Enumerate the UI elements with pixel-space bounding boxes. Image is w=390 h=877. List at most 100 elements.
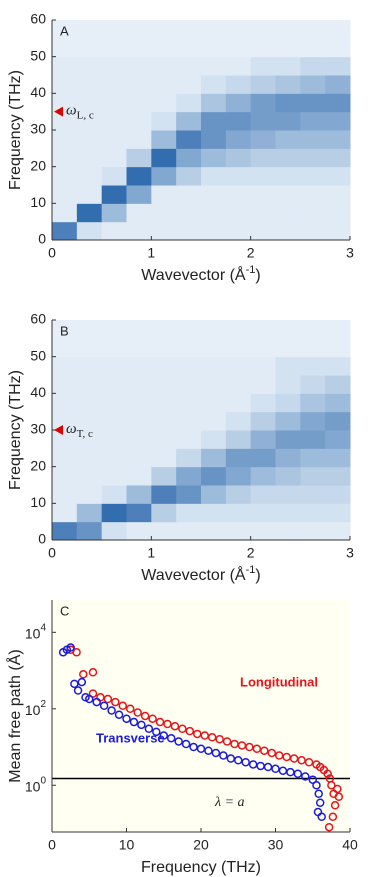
heat-cell	[126, 166, 152, 186]
heat-cell	[52, 448, 78, 468]
x-axis-label: Frequency (THz)	[141, 859, 261, 876]
x-tick-label: 0	[48, 545, 56, 561]
heat-cell	[126, 320, 152, 339]
heat-cell	[201, 203, 227, 223]
heat-cell	[101, 503, 127, 523]
heat-cell	[176, 375, 202, 394]
heat-cell	[176, 393, 202, 413]
x-axis-label-part: -1	[246, 264, 256, 276]
heat-cell	[275, 166, 301, 186]
point	[73, 686, 83, 695]
heat-cell	[151, 185, 177, 204]
heat-cell	[151, 375, 177, 394]
heat-cell	[176, 185, 202, 204]
heat-cell	[300, 466, 326, 486]
heat-cell	[176, 221, 202, 241]
heat-cell	[325, 38, 351, 58]
point	[226, 754, 236, 763]
heat-cell	[250, 393, 276, 413]
heat-cell	[101, 148, 127, 168]
heat-cell	[151, 430, 177, 449]
heat-cell	[151, 111, 177, 131]
heat-cell	[325, 393, 351, 413]
point	[88, 668, 98, 677]
heat-cell	[275, 320, 301, 339]
heat-cell	[52, 411, 78, 431]
heat-cell	[151, 338, 177, 358]
y-tick-label: 30	[30, 121, 46, 137]
point	[159, 731, 168, 740]
point	[66, 643, 75, 652]
heat-cell	[76, 521, 103, 541]
heat-cell	[76, 338, 103, 358]
y-axis-label: Frequency (THz)	[7, 70, 24, 190]
y-tick-label: 0	[38, 231, 46, 247]
x-axis-label-part: )	[255, 567, 260, 584]
heat-cell	[201, 338, 227, 358]
point	[185, 726, 195, 736]
y-tick-label: 10	[30, 194, 46, 210]
panel-label: A	[60, 23, 69, 38]
heat-cell	[76, 148, 103, 168]
marker-subscript: T, c	[77, 428, 93, 440]
heat-cell	[225, 111, 252, 131]
heat-cell	[76, 166, 103, 186]
heat-cell	[126, 111, 152, 131]
reference-label: λ = a	[214, 795, 245, 810]
heat-cell	[76, 75, 103, 94]
tick-base: 10	[25, 701, 41, 717]
point	[166, 733, 176, 743]
heat-cell	[275, 393, 301, 413]
point	[241, 758, 250, 767]
point	[317, 812, 326, 822]
y-tick-label: 60	[30, 311, 46, 327]
heat-cell	[300, 111, 326, 131]
heat-cell	[201, 166, 227, 186]
point	[77, 677, 87, 687]
point	[122, 714, 131, 723]
heat-cell	[101, 75, 127, 94]
heat-cell	[325, 448, 351, 468]
point	[293, 769, 303, 779]
heat-cell	[101, 185, 127, 204]
heat-cell	[275, 75, 301, 94]
point	[133, 708, 142, 717]
point	[163, 719, 172, 729]
heat-cell	[101, 411, 127, 431]
heat-cell	[52, 466, 78, 486]
heat-cell	[126, 375, 152, 394]
heat-cell	[151, 521, 177, 541]
heat-cell	[300, 221, 326, 241]
heat-cell	[76, 320, 103, 339]
heat-cell	[275, 411, 301, 431]
x-axis-label: Wavevector (Å-1)	[141, 564, 260, 584]
heat-cell	[52, 38, 78, 58]
heat-cell	[325, 56, 351, 76]
heat-cell	[76, 203, 103, 223]
heat-cell	[325, 338, 351, 358]
point	[267, 748, 277, 758]
point	[323, 769, 332, 779]
heat-cell	[201, 20, 227, 39]
heat-cell	[201, 185, 227, 204]
heat-cell	[225, 166, 252, 186]
heat-cell	[201, 375, 227, 394]
heat-cell	[126, 521, 152, 541]
x-tick-label: 3	[346, 545, 354, 561]
heat-cell	[126, 93, 152, 113]
heat-cell	[76, 448, 103, 468]
heat-cell	[151, 130, 177, 149]
heat-cell	[201, 521, 227, 541]
point	[178, 724, 187, 734]
heat-cell	[300, 93, 326, 113]
marker-subscript: L, c	[77, 109, 94, 121]
heat-cell	[151, 20, 177, 39]
heat-cell	[325, 411, 351, 431]
heat-cell	[201, 221, 227, 241]
point	[308, 775, 317, 784]
heat-cell	[126, 221, 152, 241]
point	[129, 717, 139, 727]
y-tick-label: 40	[30, 384, 46, 400]
heat-cell	[325, 466, 351, 486]
